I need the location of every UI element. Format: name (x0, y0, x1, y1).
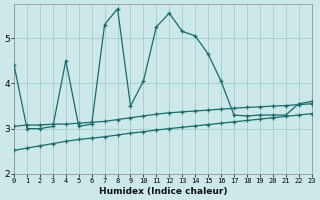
X-axis label: Humidex (Indice chaleur): Humidex (Indice chaleur) (99, 187, 227, 196)
